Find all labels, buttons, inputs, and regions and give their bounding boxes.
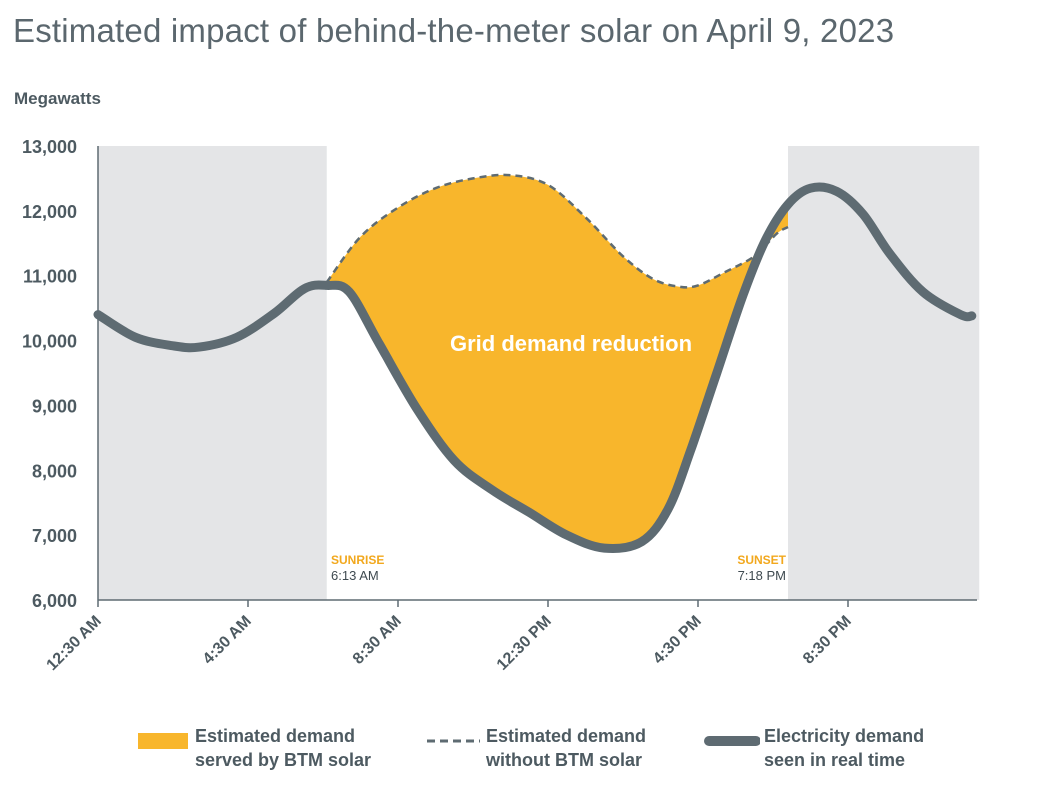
- y-tick-label: 9,000: [32, 396, 77, 416]
- chart-title: Estimated impact of behind-the-meter sol…: [13, 12, 895, 49]
- y-tick-label: 6,000: [32, 591, 77, 611]
- night-shading-group: [98, 146, 980, 600]
- x-tick-label: 4:30 PM: [650, 613, 705, 668]
- legend-solar-swatch: [138, 733, 188, 749]
- y-tick-label: 10,000: [22, 332, 77, 352]
- y-tick-label: 8,000: [32, 461, 77, 481]
- legend-item-solar: Estimated demand served by BTM solar: [138, 724, 398, 784]
- without-solar-demand-line: [325, 173, 789, 289]
- legend-solar-label: Estimated demand served by BTM solar: [195, 726, 372, 770]
- chart-annotations-group: Grid demand reduction SUNRISE 6:13 AM SU…: [331, 331, 787, 583]
- y-tick-label: 11,000: [23, 267, 77, 287]
- x-tick-label: 12:30 AM: [44, 613, 105, 674]
- legend-item-without-solar: Estimated demand without BTM solar: [426, 724, 686, 784]
- grid-demand-reduction-label: Grid demand reduction: [450, 331, 692, 356]
- solar-demand-reduction-area: [326, 174, 788, 549]
- without-solar-line-group: [325, 173, 789, 289]
- x-tick-label: 8:30 AM: [350, 613, 405, 668]
- x-tick-label: 8:30 PM: [800, 613, 855, 668]
- legend-without-solar-label: Estimated demand without BTM solar: [486, 726, 647, 770]
- realtime-line-group: [93, 182, 977, 553]
- sunset-label: SUNSET: [737, 553, 786, 567]
- legend-solid-swatch: [704, 736, 760, 746]
- legend-dashed-swatch: [427, 739, 480, 743]
- y-tick-label: 12,000: [22, 202, 77, 222]
- solar-fill-group: [326, 174, 788, 549]
- x-tick-label: 4:30 AM: [200, 613, 255, 668]
- night-shade-morning: [98, 146, 327, 600]
- y-axis-units-label: Megawatts: [14, 89, 101, 108]
- night-shade-evening: [788, 146, 980, 600]
- sunset-time: 7:18 PM: [738, 568, 786, 583]
- sunrise-time: 6:13 AM: [331, 568, 379, 583]
- y-tick-label: 13,000: [22, 137, 77, 157]
- legend-realtime-label: Electricity demand seen in real time: [764, 726, 925, 770]
- realtime-demand-line: [93, 182, 977, 553]
- y-tick-label: 7,000: [32, 526, 77, 546]
- legend-item-realtime: Electricity demand seen in real time: [704, 724, 964, 784]
- x-tick-label: 12:30 PM: [494, 613, 555, 674]
- sunrise-label: SUNRISE: [331, 553, 384, 567]
